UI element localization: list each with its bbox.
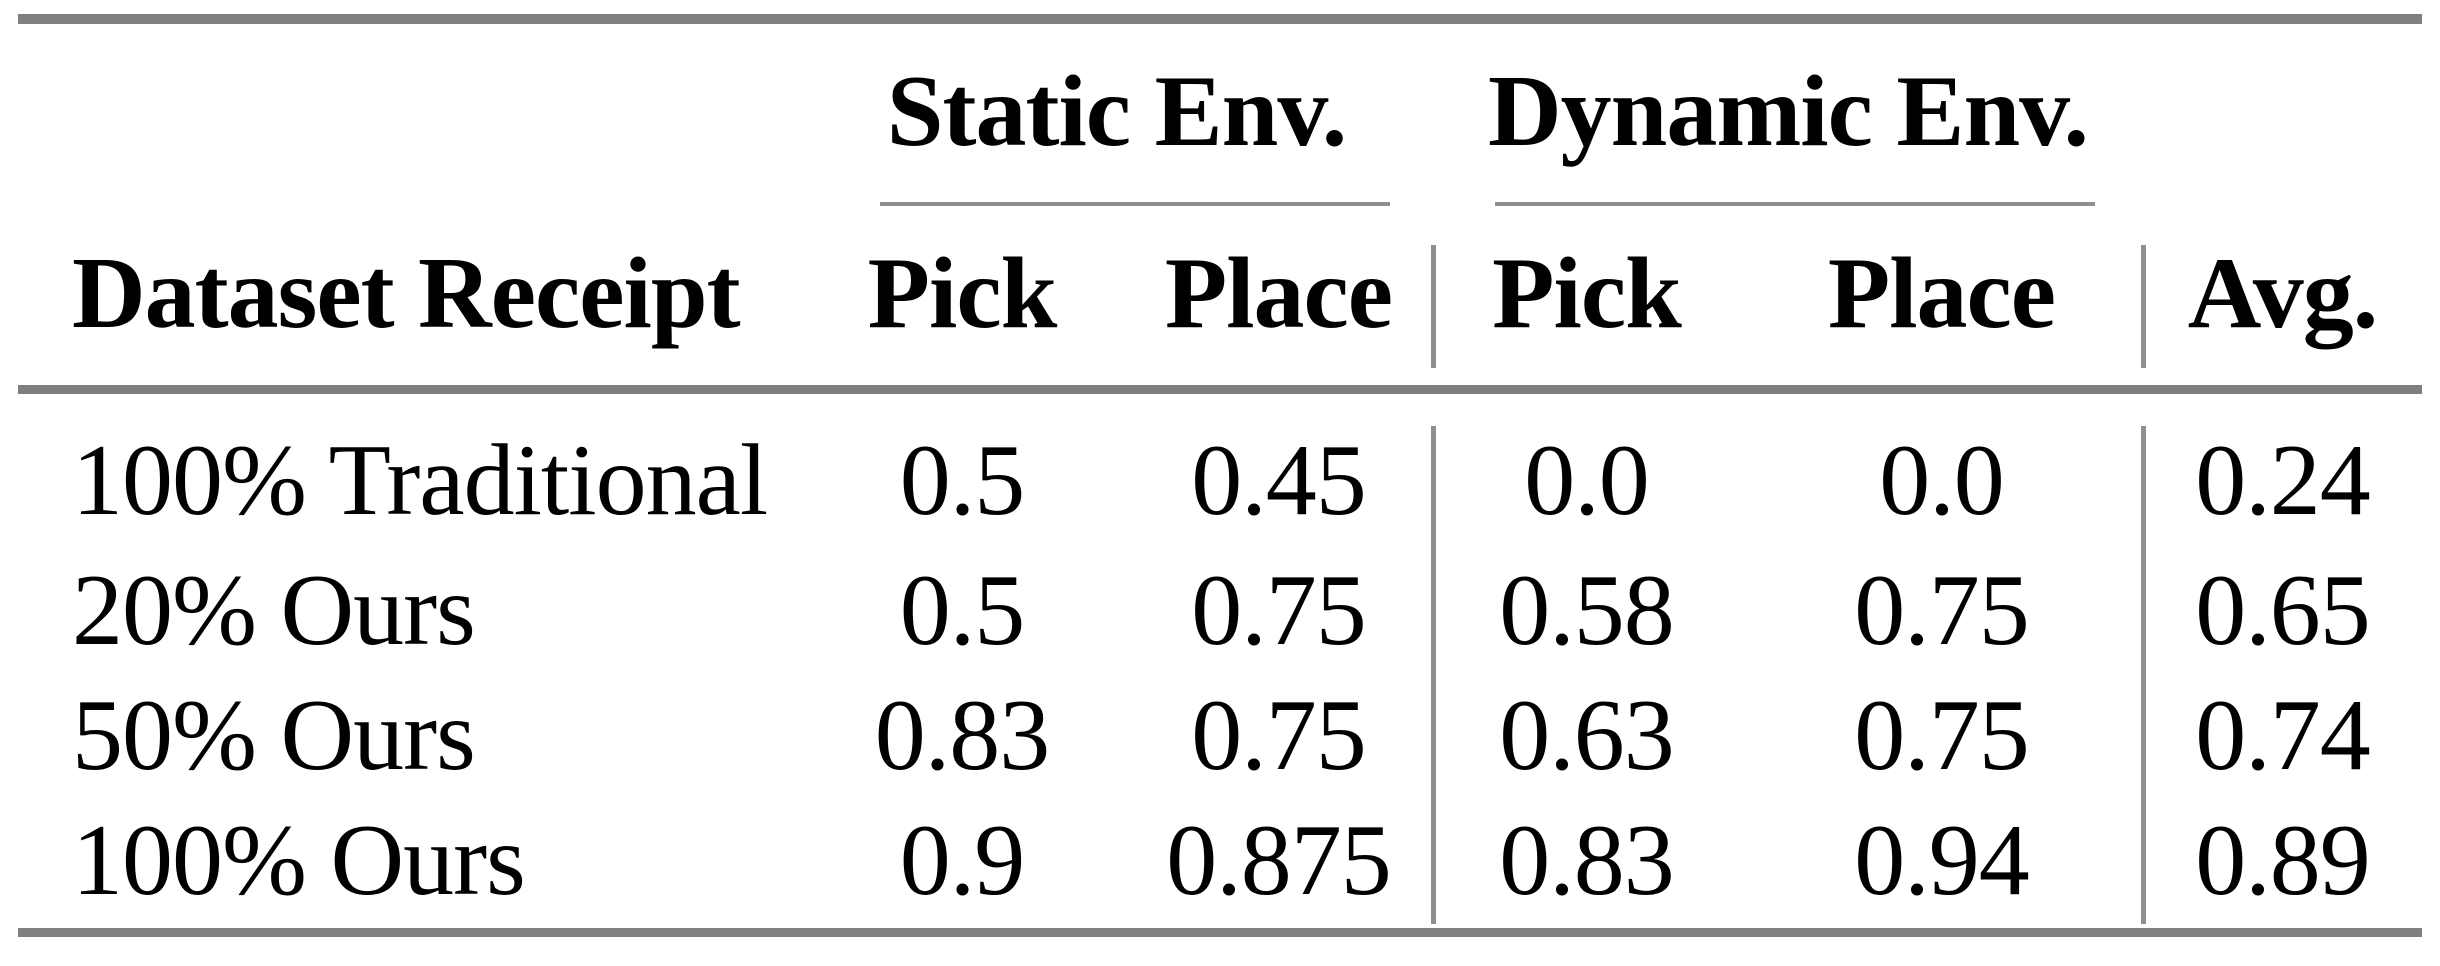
column-header-static-pick: Pick xyxy=(867,237,1058,350)
table-cell: 0.83 xyxy=(874,679,1051,792)
group-header-static-env: Static Env. xyxy=(886,55,1347,168)
column-separator xyxy=(2141,426,2146,924)
table-cell: 0.0 xyxy=(1879,424,2005,537)
group-header-dynamic-env: Dynamic Env. xyxy=(1487,55,2089,168)
table-cell: 0.74 xyxy=(2195,679,2371,792)
column-header-dynamic-place: Place xyxy=(1827,237,2056,350)
row-label: 20% Ours xyxy=(72,554,476,667)
table-cell: 0.58 xyxy=(1499,554,1675,667)
column-separator xyxy=(1431,245,1436,368)
row-label: 100% Ours xyxy=(72,804,526,917)
table-cell: 0.5 xyxy=(899,554,1026,667)
table-cell: 0.63 xyxy=(1499,679,1675,792)
column-header-dynamic-pick: Pick xyxy=(1492,237,1682,350)
column-header-static-place: Place xyxy=(1164,237,1393,350)
table-cell: 0.9 xyxy=(899,804,1026,917)
column-header-avg: Avg. xyxy=(2187,237,2379,350)
table-header-rule xyxy=(18,385,2422,394)
dynamic-env-underline xyxy=(1495,202,2095,206)
table-cell: 0.45 xyxy=(1191,424,1367,537)
table-cell: 0.89 xyxy=(2195,804,2371,917)
table-cell: 0.75 xyxy=(1854,679,2030,792)
column-separator xyxy=(2141,245,2146,368)
table-cell: 0.65 xyxy=(2195,554,2371,667)
table-cell: 0.75 xyxy=(1854,554,2030,667)
table-cell: 0.75 xyxy=(1191,679,1367,792)
table-cell: 0.94 xyxy=(1854,804,2030,917)
table-cell: 0.24 xyxy=(2195,424,2371,537)
column-separator xyxy=(1431,426,1436,924)
column-header-dataset-receipt: Dataset Receipt xyxy=(72,237,741,350)
row-label: 100% Traditional xyxy=(72,424,768,537)
table-top-rule xyxy=(18,14,2422,24)
table-cell: 0.0 xyxy=(1524,424,1650,537)
table-cell: 0.875 xyxy=(1166,804,1392,917)
table-cell: 0.5 xyxy=(899,424,1026,537)
row-label: 50% Ours xyxy=(72,679,476,792)
table-cell: 0.83 xyxy=(1499,804,1675,917)
table-bottom-rule xyxy=(18,928,2422,937)
static-env-underline xyxy=(880,202,1390,206)
table-cell: 0.75 xyxy=(1191,554,1367,667)
